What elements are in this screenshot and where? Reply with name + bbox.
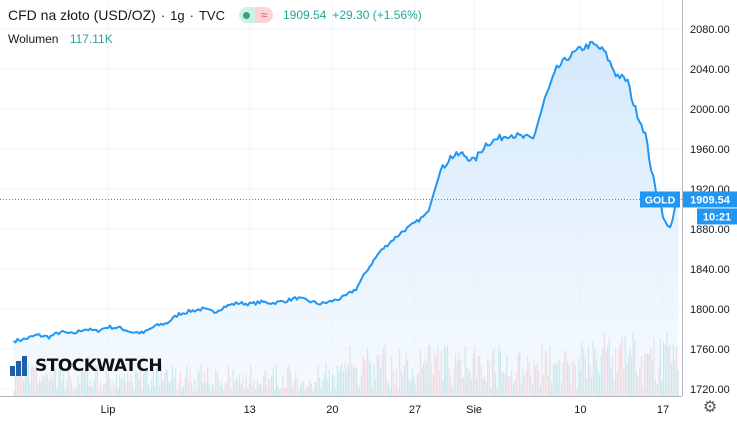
price-tick-label: 2000.00 [690,104,730,116]
price-tag-value-bg [683,191,737,208]
gear-icon[interactable]: ⚙ [702,399,718,416]
price-tick-label: 2080.00 [690,24,730,36]
gold-tag-label: GOLD [645,194,676,206]
logo-bars-icon [10,356,32,376]
price-tick-label: 1960.00 [690,144,730,156]
interval-label[interactable]: 1g [170,7,185,23]
price-tick-label: 1840.00 [690,264,730,276]
price-tick-label: 1880.00 [690,224,730,236]
time-tick-label: Sie [466,404,482,416]
time-tick-label: 13 [244,404,256,416]
time-tick-label: 10 [574,404,586,416]
price-tick-label: 2040.00 [690,64,730,76]
time-tick-label: 27 [409,404,421,416]
volume-value: 117.11K [69,32,113,46]
time-axis: Lip 13 20 27 Sie 10 17 [101,404,669,416]
legend-separator: · [189,7,194,23]
price-tag: GOLD 1909.54 10:21 [640,191,737,225]
price-tick-label: 1800.00 [690,304,730,316]
stockwatch-logo: STOCKWATCH [10,356,163,376]
symbol-name[interactable]: CFD na złoto (USD/OZ) [8,7,156,23]
chart-legend: CFD na złoto (USD/OZ) · 1g · TVC ≈ 1909.… [8,7,422,23]
source-label: TVC [198,7,225,23]
legend-separator: · [160,7,166,23]
price-area [13,41,679,397]
last-price: 1909.54 [282,8,327,22]
time-tick-label: 17 [657,404,669,416]
logo-text: STOCKWATCH [35,356,163,376]
price-line [12,40,680,344]
gold-tag-label-bg [640,191,680,208]
volume-label: Wolumen [8,32,59,46]
price-tag-value: 1909.54 [690,194,731,206]
time-tick-label: Lip [101,404,116,416]
price-tag-time-bg [697,208,737,225]
price-tick-label: 1760.00 [690,344,730,356]
price-tick-label: 1720.00 [690,384,730,396]
time-tick-label: 20 [326,404,338,416]
price-change: +29.30 (+1.56%) [332,8,422,22]
market-status-icon[interactable]: ≈ [238,7,273,23]
delayed-icon: ≈ [254,7,273,23]
price-tag-time: 10:21 [703,211,731,223]
volume-legend: Wolumen 117.11K [8,32,113,46]
